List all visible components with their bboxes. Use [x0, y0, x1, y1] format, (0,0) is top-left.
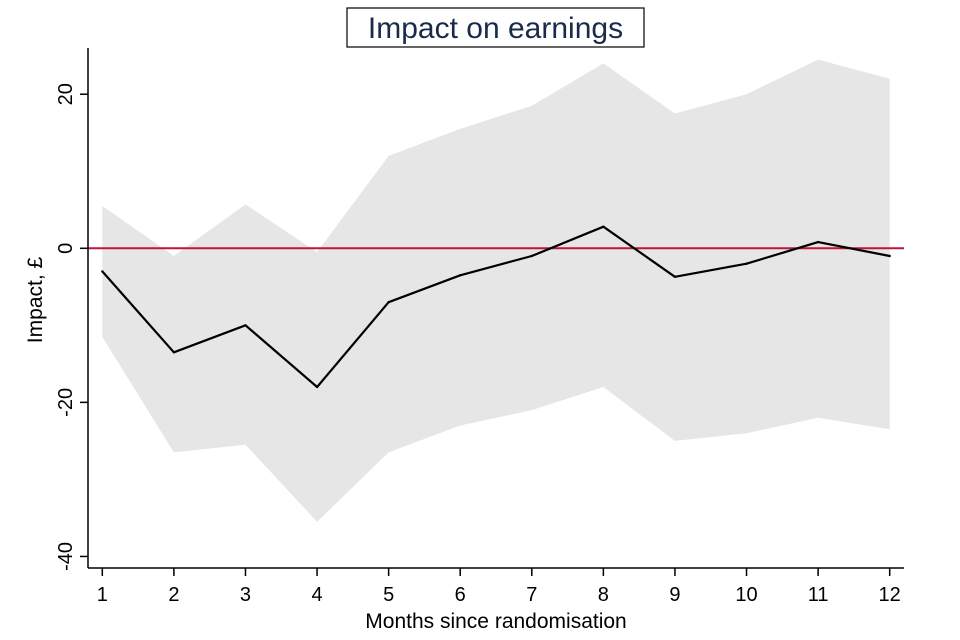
estimate-point [888, 254, 891, 258]
x-tick-label: 12 [879, 584, 901, 606]
estimate-line [101, 225, 890, 389]
y-tick-label: 0 [55, 243, 77, 254]
x-tick-label: 6 [455, 584, 466, 606]
estimate-line-layer [101, 225, 891, 389]
confidence-band [102, 59, 890, 522]
estimate-point [101, 270, 104, 273]
x-axis-title: Months since randomisation [365, 610, 626, 633]
estimate-point [673, 275, 677, 278]
x-tick-label: 10 [735, 584, 757, 606]
estimate-point [459, 274, 462, 277]
x-tick-label: 4 [311, 584, 322, 606]
estimate-point [244, 324, 247, 327]
x-tick-label: 7 [526, 584, 537, 606]
x-tick-label: 9 [669, 584, 680, 606]
estimate-point [315, 385, 319, 389]
confidence-band-layer [102, 59, 890, 522]
estimate-point [602, 225, 605, 228]
x-tick-label: 2 [168, 584, 179, 606]
y-tick-label: -40 [55, 542, 77, 571]
estimate-point [172, 351, 176, 354]
estimate-point [816, 240, 820, 244]
x-tick-label: 3 [240, 584, 251, 606]
x-tick-label: 11 [808, 584, 829, 606]
x-tick-label: 5 [383, 584, 394, 606]
estimate-point [387, 301, 390, 304]
axes [87, 48, 904, 569]
x-tick-label: 8 [598, 584, 609, 606]
y-tick-label: -20 [55, 388, 77, 417]
x-tick-label: 1 [97, 584, 108, 606]
chart-title: Impact on earnings [368, 12, 623, 45]
y-axis-title: Impact, £ [24, 256, 47, 343]
title-box [346, 7, 645, 48]
estimate-point [745, 262, 748, 265]
y-tick-label: 20 [55, 83, 77, 105]
estimate-point [530, 254, 533, 258]
